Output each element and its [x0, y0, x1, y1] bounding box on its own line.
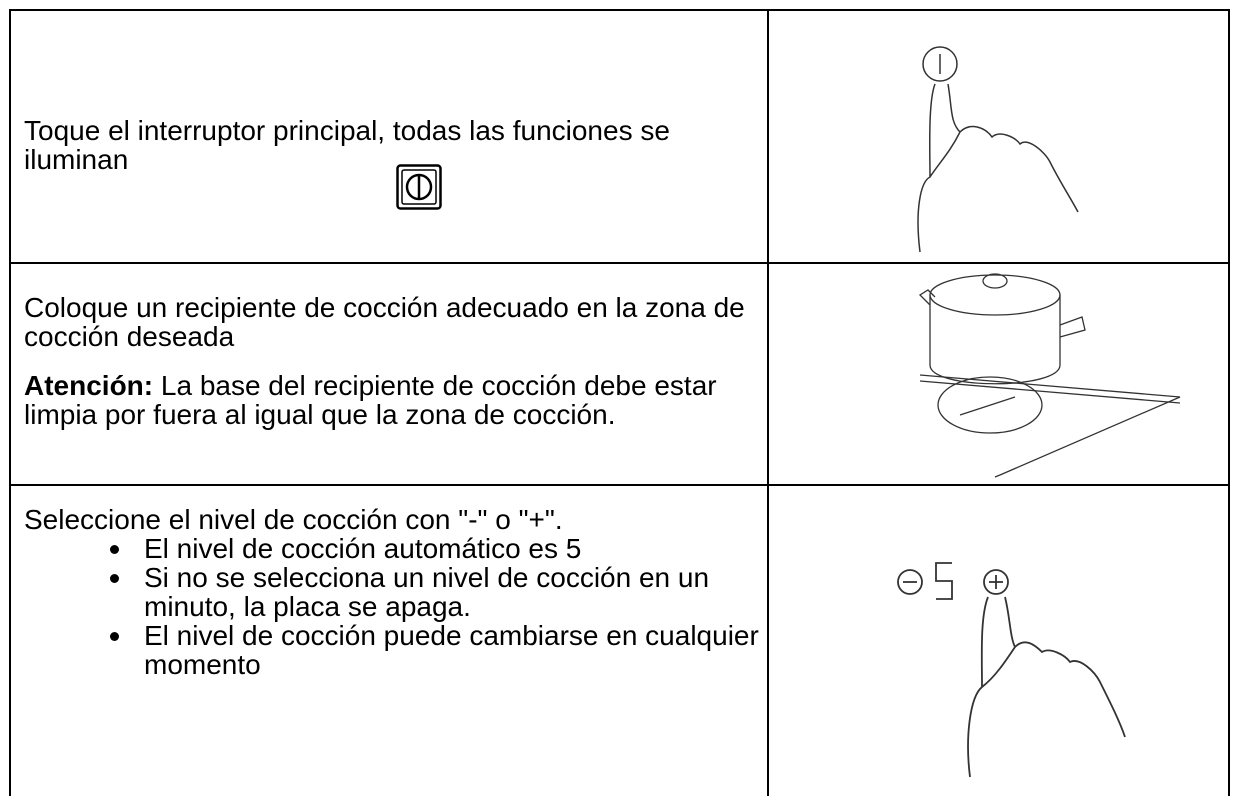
table-border	[9, 9, 1230, 11]
row-divider	[9, 484, 1230, 486]
bullet: El nivel de cocción automático es 5	[110, 534, 764, 563]
power-icon	[396, 164, 442, 210]
table-border	[1228, 9, 1230, 796]
bullet: Si no se selecciona un nivel de cocción …	[110, 563, 764, 621]
instruction: Seleccione el nivel de cocción con "-" o…	[24, 504, 563, 535]
instruction: Coloque un recipiente de cocción adecuad…	[24, 292, 745, 352]
column-divider	[767, 9, 769, 796]
level-illustration	[897, 562, 1126, 778]
pot-illustration	[918, 273, 1181, 478]
bullet: El nivel de cocción puede cambiarse en c…	[110, 621, 764, 679]
table-border	[9, 9, 11, 796]
row-divider	[9, 262, 1230, 264]
finger-illustration	[917, 46, 1079, 253]
note-label: Atención:	[24, 370, 154, 401]
note-text: La base del recipiente de cocción debe e…	[24, 370, 717, 430]
bullet-list: El nivel de cocción automático es 5 Si n…	[24, 534, 764, 679]
note: Atención: La base del recipiente de cocc…	[24, 371, 769, 429]
instruction-block: Seleccione el nivel de cocción con "-" o…	[24, 505, 764, 679]
instruction: Toque el interruptor principal, todas la…	[24, 115, 670, 175]
